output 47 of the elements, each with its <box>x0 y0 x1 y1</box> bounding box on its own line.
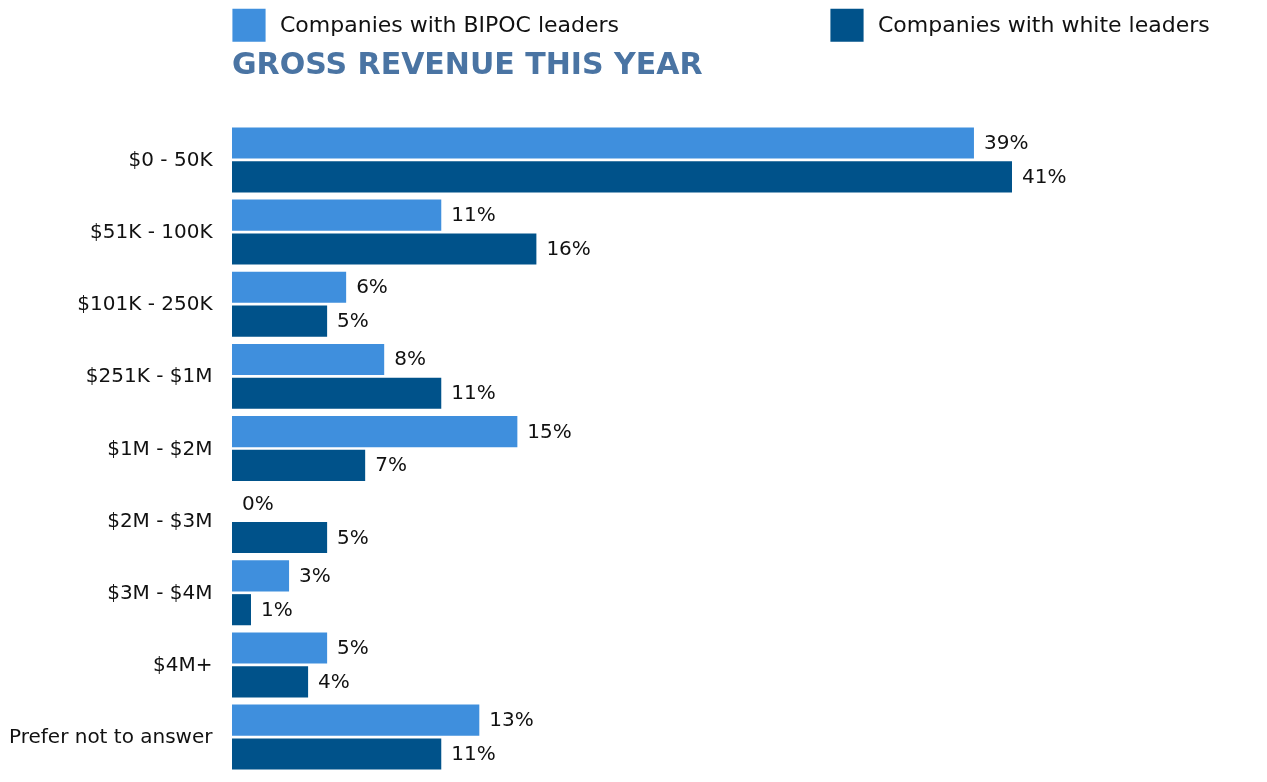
y-tick-label: $101K - 250K <box>77 291 214 316</box>
data-label: 5% <box>337 635 369 660</box>
bar <box>232 738 442 770</box>
data-label: 3% <box>299 562 331 587</box>
data-label: 41% <box>1022 163 1067 188</box>
y-tick-label: $2M - $3M <box>107 507 213 532</box>
y-tick-label: $1M - $2M <box>107 435 213 460</box>
bar <box>232 127 974 159</box>
bar <box>232 449 366 481</box>
data-label: 0% <box>242 490 274 515</box>
data-label: 13% <box>489 707 534 732</box>
y-tick-label: $3M - $4M <box>107 579 213 604</box>
data-label: 11% <box>451 741 496 765</box>
bar <box>232 199 442 231</box>
y-tick-label: $251K - $1M <box>85 363 213 388</box>
y-tick-label: $0 - 50K <box>128 146 214 171</box>
data-label: 1% <box>261 596 293 621</box>
data-label: 16% <box>546 235 591 260</box>
bar <box>232 305 328 337</box>
data-label: 6% <box>356 274 388 299</box>
y-tick-label: $4M+ <box>153 651 213 676</box>
data-label: 4% <box>318 668 350 693</box>
bar <box>232 560 290 592</box>
chart-title: GROSS REVENUE THIS YEAR <box>232 46 703 81</box>
bar <box>232 704 480 736</box>
data-label: 15% <box>527 418 572 443</box>
y-tick-label: Prefer not to answer <box>8 724 214 749</box>
bar <box>232 161 1012 193</box>
bar <box>232 666 309 698</box>
data-label: 7% <box>375 452 407 477</box>
y-tick-label: $51K - 100K <box>89 219 214 244</box>
bar <box>232 271 347 303</box>
data-label: 11% <box>451 202 496 227</box>
data-label: 5% <box>337 308 369 333</box>
bar <box>232 632 328 664</box>
legend-label: Companies with BIPOC leaders <box>280 12 620 38</box>
bar <box>232 416 518 448</box>
bar <box>232 343 385 375</box>
bar <box>232 233 537 265</box>
data-label: 8% <box>394 346 426 371</box>
data-label: 39% <box>983 130 1029 154</box>
bar <box>232 522 328 554</box>
legend-label: Companies with white leaders <box>878 12 1210 38</box>
bar <box>232 377 442 409</box>
bar <box>232 594 252 626</box>
data-label: 11% <box>451 380 496 405</box>
data-label: 5% <box>337 524 369 549</box>
